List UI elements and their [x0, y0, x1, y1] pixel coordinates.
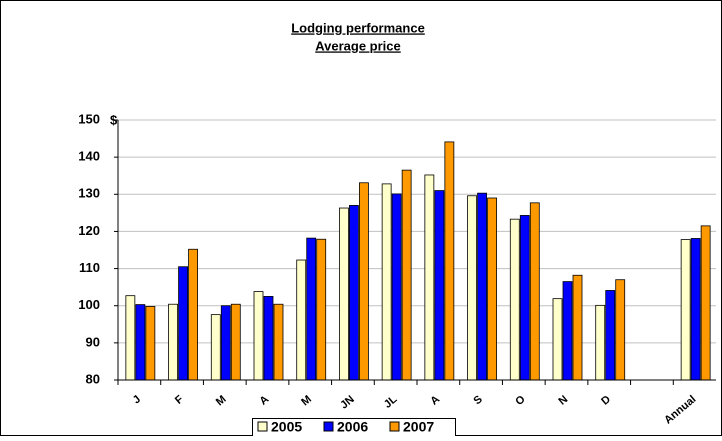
bar [178, 266, 188, 381]
bar [562, 281, 573, 381]
bar [339, 207, 349, 381]
bar [145, 306, 156, 381]
bar [401, 169, 412, 381]
bar [572, 274, 583, 381]
y-tick-label: 80 [86, 371, 100, 386]
bar [477, 192, 487, 381]
bar [125, 295, 136, 381]
bar [349, 205, 359, 381]
bar [700, 225, 711, 381]
y-tick-label: 140 [78, 149, 100, 164]
bar [680, 239, 691, 381]
bar [434, 190, 445, 381]
bar [263, 296, 274, 381]
bar [306, 237, 317, 381]
legend-swatch [323, 421, 334, 432]
bar [135, 304, 146, 381]
y-tick-label: 90 [86, 334, 100, 349]
bar [210, 314, 221, 381]
bar [615, 279, 626, 381]
legend-label: 2006 [337, 419, 368, 435]
y-tick-label: 100 [78, 297, 100, 312]
legend-swatch [257, 421, 268, 432]
legend-label: 2005 [271, 419, 302, 435]
bar [487, 197, 497, 381]
bar [168, 303, 178, 381]
bar [595, 304, 606, 381]
bar [316, 238, 327, 381]
y-tick-label: 110 [79, 260, 100, 275]
bar [230, 303, 241, 381]
bar [519, 215, 530, 381]
bar [509, 218, 520, 381]
bar [690, 238, 701, 381]
bar [253, 291, 264, 381]
legend-swatch [389, 421, 400, 432]
y-tick-label: 150 [78, 111, 100, 126]
bar [296, 259, 307, 381]
bar [188, 248, 198, 381]
bar [359, 182, 369, 381]
chart-title: Lodging performance [291, 20, 425, 35]
bar [273, 303, 284, 381]
bar [220, 305, 231, 381]
bar [605, 290, 616, 381]
bar [391, 193, 402, 381]
bar [424, 174, 435, 381]
bar [467, 195, 477, 381]
bar [381, 183, 392, 381]
chart-subtitle: Average price [315, 38, 401, 53]
bar [444, 141, 455, 381]
y-tick-label: 120 [78, 223, 100, 238]
bar [552, 298, 563, 381]
y-tick-label: 130 [78, 186, 100, 201]
bar [529, 202, 540, 381]
legend-label: 2007 [403, 419, 434, 435]
